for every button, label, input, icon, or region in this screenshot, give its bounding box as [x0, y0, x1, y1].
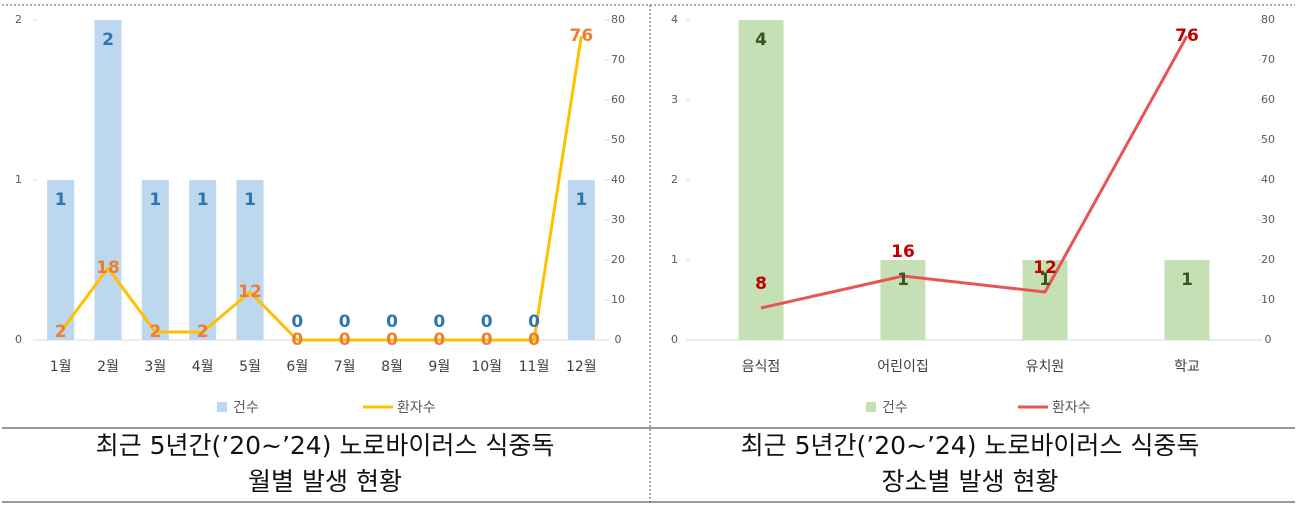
x-tick-label: 7월 [334, 359, 356, 375]
line-label: 2 [55, 322, 67, 342]
caption-title: 최근 5년간(’20~’24) 노로바이러스 식중독 [741, 431, 1200, 460]
line-label: 0 [339, 330, 351, 350]
x-tick-label: 2월 [97, 359, 119, 375]
y-tick-label: 3 [671, 93, 678, 106]
x-tick-label: 8월 [381, 359, 403, 375]
bar [47, 180, 75, 340]
line-label: 12 [1033, 258, 1057, 278]
bar [189, 180, 217, 340]
caption-subtitle: 월별 발생 현황 [248, 467, 402, 496]
bar [1022, 260, 1068, 340]
line-label: 12 [238, 282, 262, 302]
y2-tick-label: 80 [1261, 13, 1275, 26]
y2-tick-label: 60 [611, 93, 625, 106]
bar-label: 1 [575, 190, 587, 210]
bar-label: 0 [291, 312, 303, 332]
bar-label: 1 [149, 190, 161, 210]
y2-tick-label: 20 [1261, 253, 1275, 266]
y-tick-label: 1 [671, 253, 678, 266]
legend-label: 건수 [233, 400, 259, 416]
line [760, 35, 1189, 310]
bar-label: 0 [386, 312, 398, 332]
bar-label: 1 [197, 190, 209, 210]
line-label: 76 [1175, 26, 1199, 46]
legend-label: 건수 [882, 400, 908, 416]
x-tick-label: 어린이집 [877, 359, 929, 375]
x-tick-label: 6월 [286, 359, 308, 375]
y2-tick-label: 30 [1261, 213, 1275, 226]
line-label: 18 [96, 258, 120, 278]
x-tick-label: 4월 [192, 359, 214, 375]
y-tick-label: 2 [671, 173, 678, 186]
legend-swatch [217, 402, 227, 412]
line-label: 0 [481, 330, 493, 350]
y2-tick-label: 50 [1261, 133, 1275, 146]
y2-tick-label: 60 [1261, 93, 1275, 106]
y2-tick-label: 70 [611, 53, 625, 66]
caption-title: 최근 5년간(’20~’24) 노로바이러스 식중독 [96, 431, 555, 460]
y2-tick-label: 0 [615, 333, 622, 346]
bar-label: 1 [1181, 270, 1193, 290]
y2-tick-label: 20 [611, 253, 625, 266]
caption-subtitle: 장소별 발생 현황 [882, 467, 1059, 496]
bar-label: 1 [55, 190, 67, 210]
line [59, 35, 583, 342]
bar-label: 1 [1039, 270, 1051, 290]
y-tick-label: 0 [671, 333, 678, 346]
x-tick-label: 유치원 [1026, 359, 1065, 375]
bar-label: 0 [481, 312, 493, 332]
bar [141, 180, 169, 340]
y-tick-label: 2 [15, 13, 22, 26]
line-label: 76 [569, 26, 593, 46]
x-tick-label: 11월 [519, 359, 550, 375]
y-tick-label: 4 [671, 13, 678, 26]
legend-label: 환자수 [1052, 400, 1091, 416]
x-tick-label: 12월 [566, 359, 597, 375]
y2-tick-label: 30 [611, 213, 625, 226]
x-tick-label: 1월 [50, 359, 72, 375]
bar [1164, 260, 1210, 340]
bar-label: 0 [528, 312, 540, 332]
y-tick-label: 1 [15, 173, 22, 186]
bar-label: 1 [897, 270, 909, 290]
y2-tick-label: 40 [611, 173, 625, 186]
line-label: 2 [197, 322, 209, 342]
line-label: 16 [891, 242, 915, 262]
bar [880, 260, 926, 340]
bar [94, 20, 122, 340]
line-label: 0 [291, 330, 303, 350]
y2-tick-label: 0 [1265, 333, 1272, 346]
line-label: 8 [755, 274, 767, 294]
y-tick-label: 0 [15, 333, 22, 346]
line-label: 0 [386, 330, 398, 350]
bar-label: 0 [433, 312, 445, 332]
x-tick-label: 9월 [428, 359, 450, 375]
bar-label: 4 [755, 30, 767, 50]
bar [236, 180, 264, 340]
y2-tick-label: 10 [1261, 293, 1275, 306]
x-tick-label: 3월 [144, 359, 166, 375]
line-label: 2 [149, 322, 161, 342]
y2-tick-label: 80 [611, 13, 625, 26]
y2-tick-label: 70 [1261, 53, 1275, 66]
bar-label: 0 [339, 312, 351, 332]
x-tick-label: 학교 [1174, 359, 1200, 375]
y2-tick-label: 10 [611, 293, 625, 306]
legend-swatch [866, 402, 876, 412]
line-label: 0 [528, 330, 540, 350]
bar [738, 20, 784, 340]
y2-tick-label: 50 [611, 133, 625, 146]
x-tick-label: 5월 [239, 359, 261, 375]
line-label: 0 [433, 330, 445, 350]
y2-tick-label: 40 [1261, 173, 1275, 186]
bar [567, 180, 595, 340]
bar-label: 1 [244, 190, 256, 210]
x-tick-label: 음식점 [742, 359, 781, 375]
legend-label: 환자수 [397, 400, 436, 416]
bar-label: 2 [102, 30, 114, 50]
x-tick-label: 10월 [471, 359, 502, 375]
